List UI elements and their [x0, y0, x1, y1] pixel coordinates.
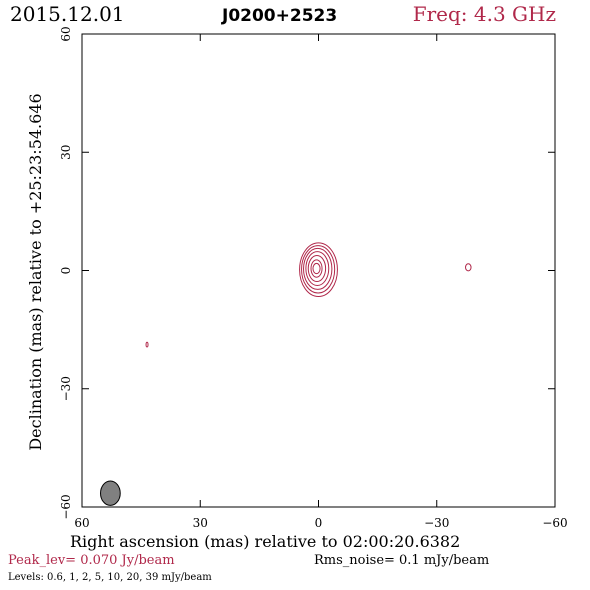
contour-core	[299, 242, 338, 298]
peak-level: Peak_lev= 0.070 Jy/beam	[8, 553, 175, 568]
contour-core	[312, 262, 321, 275]
y-tick-label: 0	[59, 267, 73, 275]
contour-core	[310, 259, 323, 278]
contour-levels: Levels: 0.6, 1, 2, 5, 10, 20, 39 mJy/bea…	[8, 572, 212, 583]
x-tick-label: 60	[74, 516, 89, 530]
beam-ellipse	[100, 480, 121, 506]
y-tick-label: 60	[59, 26, 73, 41]
observation-date: 2015.12.01	[10, 2, 125, 26]
beam-ellipse-group	[100, 480, 121, 506]
rms-noise: Rms_noise= 0.1 mJy/beam	[314, 553, 490, 568]
contour-west-feature	[465, 263, 472, 272]
x-tick-label: −30	[424, 516, 449, 530]
y-tick-label: −60	[59, 494, 73, 519]
y-axis-label: Declination (mas) relative to +25:23:54.…	[26, 93, 45, 450]
contour-east-feature	[145, 341, 149, 348]
contour-core	[307, 255, 327, 283]
plot-frame	[81, 33, 556, 508]
axis-ticks	[81, 33, 556, 508]
y-tick-label: −30	[59, 376, 73, 401]
x-tick-label: −60	[542, 516, 567, 530]
x-tick-label: 0	[315, 516, 323, 530]
contour-core	[305, 251, 330, 286]
x-axis-label: Right ascension (mas) relative to 02:00:…	[70, 532, 461, 551]
x-tick-label: 30	[193, 516, 208, 530]
contour-core	[301, 245, 336, 294]
contour-map	[145, 242, 472, 348]
y-tick-label: 30	[59, 145, 73, 160]
frequency-label: Freq: 4.3 GHz	[412, 2, 556, 26]
contour-core	[303, 247, 333, 290]
source-name: J0200+2523	[222, 6, 338, 26]
